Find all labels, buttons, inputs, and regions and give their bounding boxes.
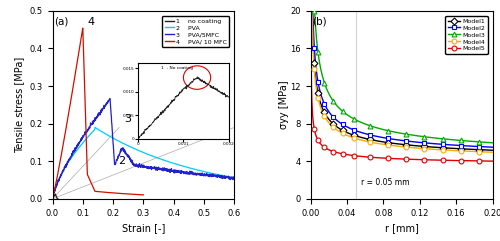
X-axis label: r [mm]: r [mm]	[384, 223, 418, 233]
Text: r = 0.05 mm: r = 0.05 mm	[360, 178, 409, 187]
Y-axis label: σyy [MPa]: σyy [MPa]	[279, 80, 289, 129]
Text: 3: 3	[124, 114, 130, 124]
Y-axis label: Tensile stress [MPa]: Tensile stress [MPa]	[14, 57, 24, 153]
Legend: Model1, Model2, Model3, Model4, Model5: Model1, Model2, Model3, Model4, Model5	[446, 16, 488, 54]
Text: 4: 4	[88, 17, 94, 27]
Text: 2: 2	[118, 156, 125, 166]
Legend: 1    no coating, 2    PVA, 3    PVA/5MFC, 4    PVA/ 10 MFC: 1 no coating, 2 PVA, 3 PVA/5MFC, 4 PVA/ …	[162, 16, 230, 47]
Text: (b): (b)	[312, 16, 327, 27]
Text: (a): (a)	[54, 16, 68, 27]
X-axis label: Strain [-]: Strain [-]	[122, 223, 165, 233]
